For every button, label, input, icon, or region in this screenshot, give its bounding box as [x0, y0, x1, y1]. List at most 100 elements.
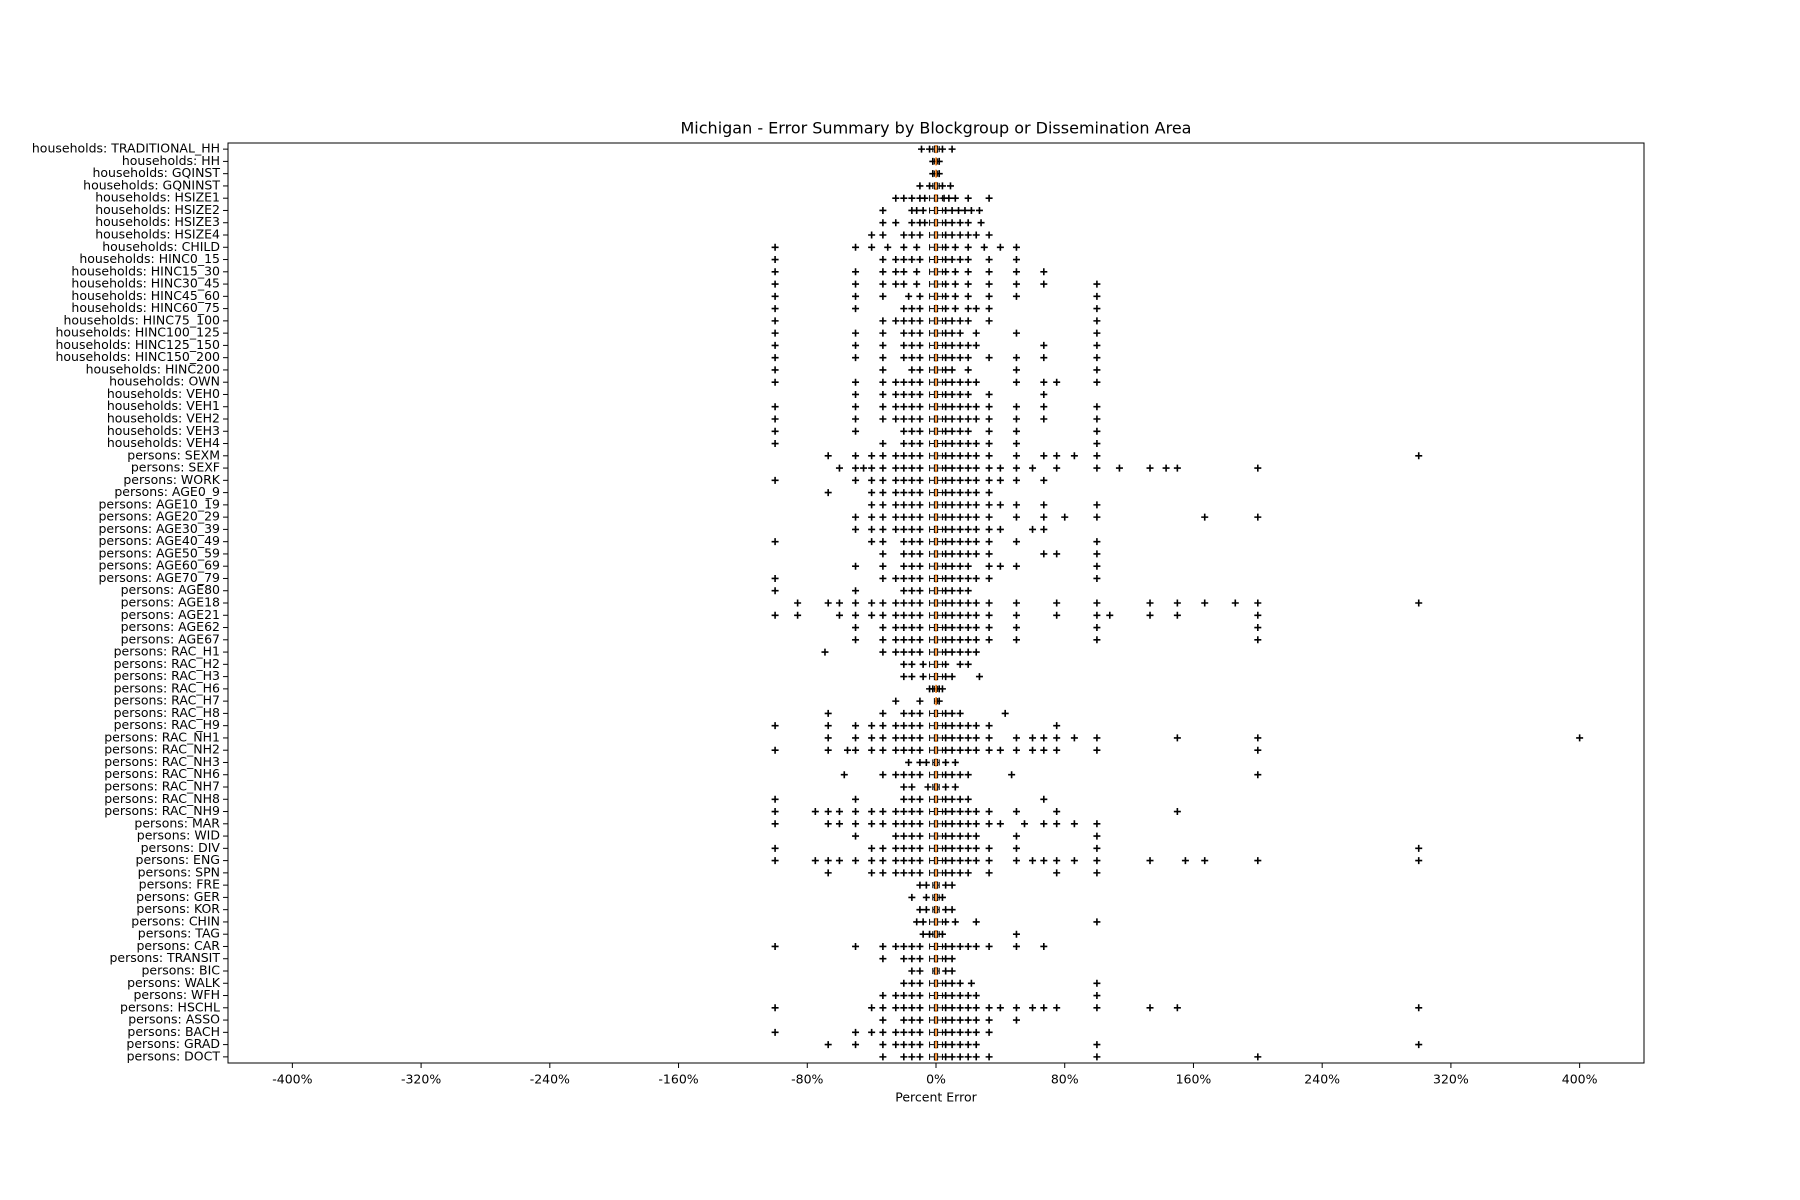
flier	[964, 808, 972, 816]
flier	[916, 415, 924, 423]
flier	[985, 1028, 993, 1036]
y-tick-label: persons: RAC_NH2	[104, 742, 220, 757]
flier	[852, 268, 860, 276]
flier	[908, 538, 916, 546]
flier	[948, 906, 956, 914]
flier	[821, 648, 829, 656]
flier	[972, 305, 980, 313]
flier	[985, 636, 993, 644]
flier	[879, 525, 887, 533]
flier	[879, 844, 887, 852]
flier	[964, 476, 972, 484]
flier	[852, 808, 860, 816]
y-tick-label: persons: RAC_H3	[114, 668, 220, 683]
flier	[956, 599, 964, 607]
flier	[852, 513, 860, 521]
flier	[892, 844, 900, 852]
flier	[942, 354, 950, 362]
flier	[771, 1004, 779, 1012]
flier	[972, 942, 980, 950]
flier	[1029, 525, 1037, 533]
flier	[879, 464, 887, 472]
flier	[1173, 611, 1181, 619]
flier	[964, 256, 972, 264]
flier	[1173, 1004, 1181, 1012]
flier	[942, 918, 950, 926]
flier	[942, 844, 950, 852]
y-tick-label: households: HH	[122, 153, 220, 168]
flier	[879, 378, 887, 386]
flier	[964, 562, 972, 570]
flier	[1053, 599, 1061, 607]
flier	[879, 648, 887, 656]
flier	[1093, 329, 1101, 337]
y-tick-label: persons: AGE70_79	[98, 570, 220, 585]
flier	[879, 599, 887, 607]
flier	[956, 538, 964, 546]
y-tick-label: households: GQNINST	[83, 177, 220, 192]
flier	[892, 722, 900, 730]
flier	[908, 673, 916, 681]
flier	[964, 550, 972, 558]
flier	[956, 942, 964, 950]
flier	[956, 624, 964, 632]
y-tick-label: persons: AGE60_69	[98, 558, 220, 573]
flier	[1115, 464, 1123, 472]
flier	[916, 231, 924, 239]
y-tick-label: persons: ASSO	[128, 1012, 220, 1027]
flier	[964, 268, 972, 276]
flier	[1012, 243, 1020, 251]
flier	[900, 734, 908, 742]
flier	[884, 243, 892, 251]
flier	[879, 489, 887, 497]
y-tick-label: households: HINC150_200	[55, 349, 220, 364]
flier	[972, 808, 980, 816]
flier	[1012, 930, 1020, 938]
flier	[1012, 292, 1020, 300]
flier	[900, 624, 908, 632]
flier	[824, 746, 832, 754]
flier	[1040, 734, 1048, 742]
flier	[908, 219, 916, 227]
flier	[900, 746, 908, 754]
flier	[972, 489, 980, 497]
flier	[900, 427, 908, 435]
flier	[964, 440, 972, 448]
flier	[922, 881, 930, 889]
flier	[794, 611, 802, 619]
flier	[956, 464, 964, 472]
flier	[1029, 464, 1037, 472]
flier	[892, 624, 900, 632]
flier	[1053, 550, 1061, 558]
flier	[996, 1004, 1004, 1012]
flier	[1093, 354, 1101, 362]
flier	[964, 844, 972, 852]
flier	[916, 832, 924, 840]
flier	[879, 992, 887, 1000]
flier	[824, 489, 832, 497]
flier	[916, 771, 924, 779]
flier	[771, 256, 779, 264]
flier	[913, 280, 921, 288]
flier	[900, 194, 908, 202]
flier	[852, 280, 860, 288]
flier	[908, 366, 916, 374]
flier	[908, 599, 916, 607]
flier	[916, 329, 924, 337]
flier	[879, 354, 887, 362]
flier	[951, 305, 959, 313]
flier	[900, 1053, 908, 1061]
flier	[942, 415, 950, 423]
flier	[908, 476, 916, 484]
flier	[916, 550, 924, 558]
flier	[948, 611, 956, 619]
y-tick-label: persons: BACH	[127, 1024, 220, 1039]
flier	[900, 464, 908, 472]
x-tick-label: 80%	[1051, 1072, 1079, 1087]
flier	[964, 317, 972, 325]
flier	[948, 808, 956, 816]
flier	[908, 783, 916, 791]
flier	[916, 403, 924, 411]
flier	[956, 660, 964, 668]
flier	[908, 1004, 916, 1012]
